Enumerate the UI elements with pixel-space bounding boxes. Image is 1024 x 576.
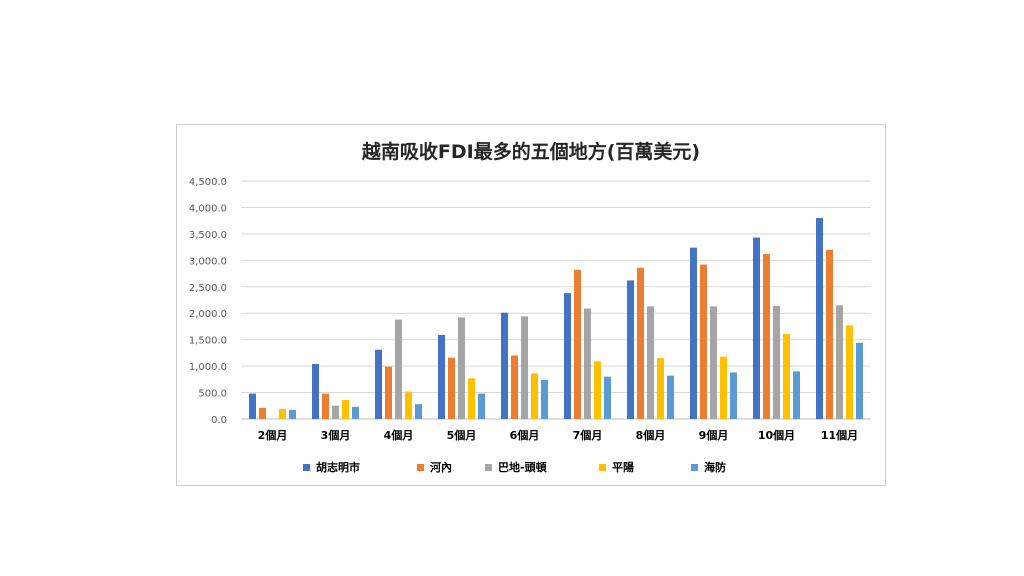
chart-container: 越南吸收FDI最多的五個地方(百萬美元) 0.0 500.0 1,000.0 1,50… — [176, 124, 886, 486]
bar — [541, 379, 548, 419]
legend-item: 平陽 — [599, 459, 634, 475]
bar — [574, 269, 581, 419]
bar — [405, 391, 412, 419]
bar — [438, 334, 445, 419]
bar — [448, 357, 455, 419]
chart-plot-area: 0.0 500.0 1,000.0 1,500.0 2,000.0 2,500.0 3,00… — [189, 177, 871, 442]
x-tick-label: 6個月 — [510, 428, 540, 442]
legend-item: 河內 — [417, 459, 452, 475]
legend-swatch — [599, 463, 606, 471]
legend-swatch — [303, 463, 310, 471]
bar — [259, 407, 266, 419]
bar — [826, 249, 833, 419]
bar — [289, 410, 296, 419]
bar — [501, 312, 508, 419]
bar — [375, 349, 382, 419]
bar — [511, 355, 518, 419]
bar — [793, 371, 800, 419]
bar — [312, 363, 319, 419]
x-tick-label: 9個月 — [699, 428, 729, 442]
bar — [710, 306, 717, 419]
bar — [521, 316, 528, 419]
legend-label: 河內 — [430, 461, 452, 474]
bar — [836, 305, 843, 419]
bar — [584, 308, 591, 419]
bar — [667, 375, 674, 419]
legend-swatch — [417, 463, 424, 471]
bar — [478, 393, 485, 419]
legend-label: 巴地-頭頓 — [498, 461, 547, 474]
bar — [657, 358, 664, 419]
bar — [720, 356, 727, 419]
y-tick-label: 3,000.0 — [189, 256, 227, 267]
legend-item: 胡志明市 — [303, 459, 360, 475]
bar — [564, 293, 571, 419]
bar — [753, 237, 760, 419]
x-tick-label: 2個月 — [258, 428, 288, 442]
bar — [627, 280, 634, 419]
y-tick-label: 0.0 — [211, 415, 227, 426]
x-tick-label: 3個月 — [321, 428, 351, 442]
bar — [647, 306, 654, 419]
chart-title: 越南吸收FDI最多的五個地方(百萬美元) — [361, 141, 701, 163]
legend-item: 巴地-頭頓 — [485, 459, 547, 475]
legend-item: 海防 — [691, 459, 726, 475]
legend-swatch — [691, 463, 698, 471]
bar — [637, 267, 644, 419]
x-tick-label: 4個月 — [384, 428, 414, 442]
y-tick-label: 500.0 — [198, 389, 227, 400]
y-tick-label: 3,500.0 — [189, 230, 227, 241]
y-tick-label: 1,500.0 — [189, 336, 227, 347]
bar — [730, 372, 737, 419]
bar — [395, 319, 402, 419]
bar — [690, 247, 697, 419]
bar — [385, 366, 392, 419]
legend-label: 海防 — [704, 461, 726, 474]
chart-legend: 胡志明市 河內 巴地-頭頓 平陽 海防 — [177, 459, 885, 479]
bar — [249, 393, 256, 419]
bar — [783, 333, 790, 419]
legend-swatch — [485, 463, 492, 471]
bar — [773, 305, 780, 419]
bar — [458, 317, 465, 419]
y-tick-label: 2,000.0 — [189, 309, 227, 320]
y-tick-label: 2,500.0 — [189, 283, 227, 294]
y-tick-label: 4,000.0 — [189, 203, 227, 214]
x-tick-label: 8個月 — [636, 428, 666, 442]
x-tick-label: 7個月 — [573, 428, 603, 442]
bar — [816, 218, 823, 419]
bar — [763, 253, 770, 419]
bar — [352, 406, 359, 419]
x-tick-label: 11個月 — [821, 428, 858, 442]
y-tick-label: 1,000.0 — [189, 362, 227, 373]
bar — [531, 373, 538, 419]
bar — [332, 405, 339, 419]
legend-label: 胡志明市 — [316, 461, 360, 474]
bar — [604, 376, 611, 419]
x-tick-label: 5個月 — [447, 428, 477, 442]
bar — [342, 399, 349, 419]
bar — [468, 378, 475, 419]
x-tick-label: 10個月 — [758, 428, 795, 442]
bar — [594, 361, 601, 419]
legend-label: 平陽 — [612, 461, 634, 474]
bar — [415, 404, 422, 419]
y-tick-label: 4,500.0 — [189, 177, 227, 188]
bar — [279, 408, 286, 419]
bar — [856, 342, 863, 419]
bar — [700, 264, 707, 419]
bar — [846, 325, 853, 419]
bar — [322, 393, 329, 419]
